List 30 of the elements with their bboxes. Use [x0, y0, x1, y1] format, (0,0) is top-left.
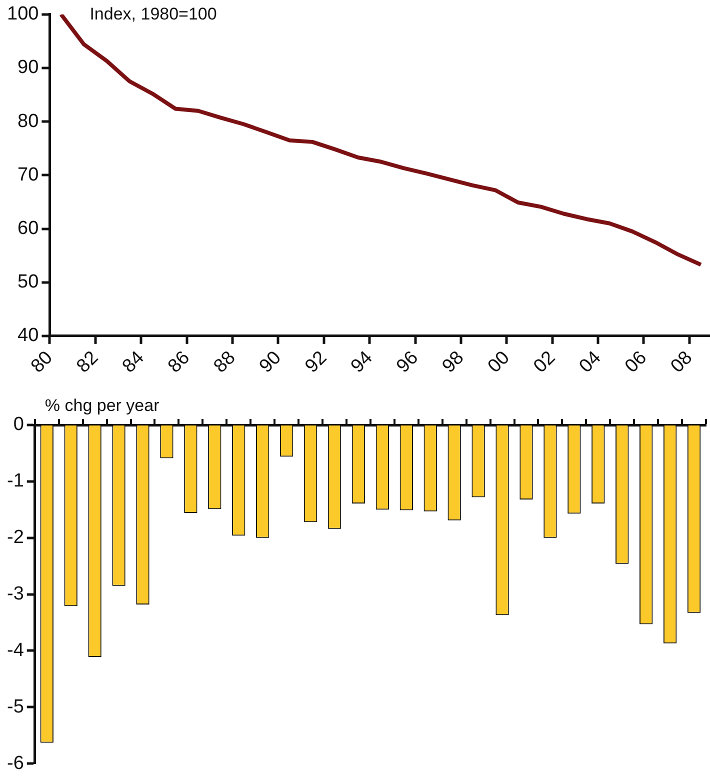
- y-tick-label: 70: [18, 164, 39, 186]
- x-tick-label: 98: [438, 347, 468, 378]
- y-tick-label: 40: [18, 325, 39, 346]
- y-tick-label: 80: [18, 110, 39, 132]
- y-tick-label: -5: [6, 696, 24, 718]
- y-tick-label: -4: [6, 640, 24, 661]
- x-tick-label: 02: [530, 347, 560, 378]
- x-tick-label: 04: [575, 347, 606, 378]
- x-tick-label: 06: [621, 347, 651, 378]
- y-tick-label: -2: [6, 527, 24, 548]
- x-tick-label: 82: [72, 347, 103, 378]
- y-tick-label: 60: [18, 218, 39, 239]
- y-tick-label: -1: [6, 470, 24, 492]
- y-tick-label: -3: [6, 584, 24, 605]
- y-tick-label: -6: [6, 752, 24, 774]
- y-tick-label: 50: [18, 272, 39, 293]
- x-tick-label: 88: [210, 347, 240, 378]
- y-tick-label: 100: [7, 4, 39, 25]
- x-tick-label: 90: [256, 347, 286, 378]
- text: % chg per year: [44, 396, 160, 416]
- x-tick-label: 94: [347, 347, 378, 378]
- x-tick-label: 08: [666, 347, 697, 378]
- y-tick-label: 90: [18, 57, 39, 78]
- x-tick-label: 00: [484, 347, 514, 378]
- x-tick-label: 96: [392, 347, 422, 378]
- annotation: Index, 1980=100: [90, 4, 217, 24]
- x-tick-label: 84: [118, 347, 149, 378]
- x-tick-label: 92: [301, 347, 332, 378]
- x-tick-label: 86: [164, 347, 194, 378]
- y-tick-label: 0: [13, 414, 24, 436]
